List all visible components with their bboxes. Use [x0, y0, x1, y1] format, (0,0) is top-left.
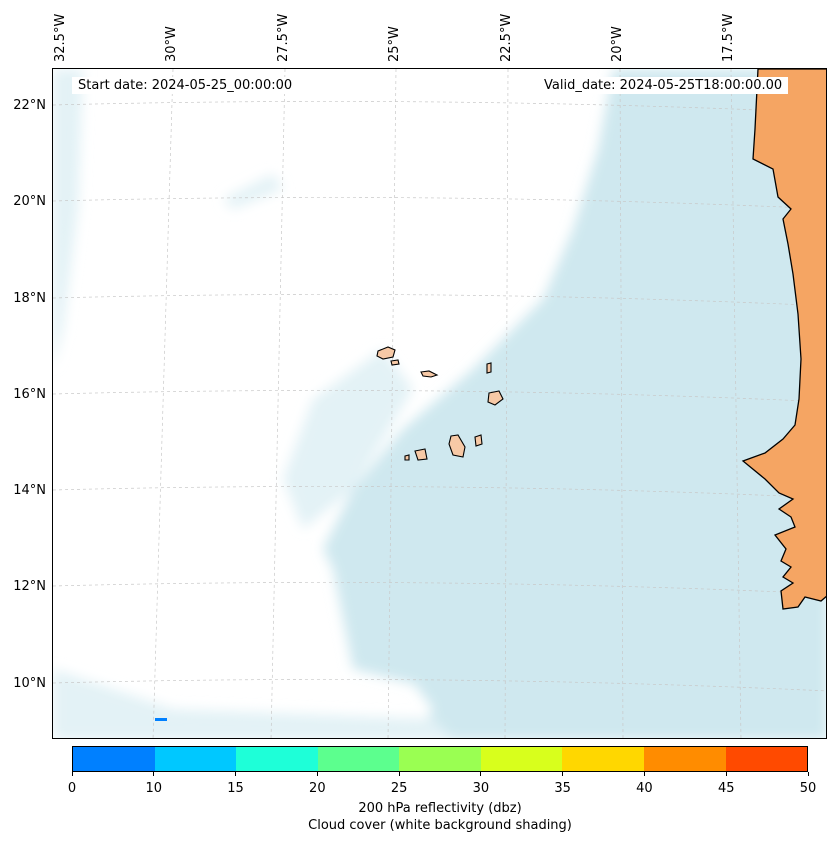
colorbar-segment	[154, 747, 237, 771]
colorbar-tick-mark	[153, 772, 155, 776]
colorbar-segment	[725, 747, 808, 771]
cloud-streak-south	[333, 509, 493, 689]
lat-label-16n: 16°N	[13, 387, 46, 402]
colorbar-segment	[480, 747, 563, 771]
lon-label-25w: 25°W	[387, 26, 402, 62]
graticule	[53, 69, 826, 738]
colorbar-tick-label: 10	[145, 781, 163, 796]
colorbar-tick-label: 40	[636, 781, 653, 796]
colorbar-tick-label: 25	[390, 781, 408, 796]
colorbar-tick-label: 20	[309, 781, 326, 796]
island-sao-vicente	[390, 359, 400, 366]
island-boa-vista	[487, 390, 504, 406]
lon-label-17-5w: 17.5°W	[721, 13, 736, 62]
colorbar-tick-mark	[316, 772, 318, 776]
grid-line-lon-20w	[619, 69, 624, 738]
lat-label-22n: 22°N	[13, 98, 46, 113]
colorbar-label: 200 hPa reflectivity (dbz)	[358, 801, 522, 816]
cloud-band-south	[53, 669, 452, 738]
colorbar-segment	[643, 747, 726, 771]
grid-line-lat-22n	[53, 101, 826, 114]
colorbar-tick-label: 15	[227, 781, 244, 796]
island-brava	[404, 454, 410, 461]
lat-label-12n: 12°N	[13, 579, 46, 594]
lat-label-14n: 14°N	[13, 483, 46, 498]
colorbar-tick-mark	[480, 772, 482, 776]
grid-line-lon-25w	[387, 69, 397, 738]
lon-label-27-5w: 27.5°W	[276, 13, 291, 62]
island-sao-nicolau	[420, 370, 439, 378]
colorbar-tick-label: 30	[472, 781, 490, 796]
lat-label-10n: 10°N	[13, 676, 46, 691]
cloud-cover-layer	[53, 69, 826, 738]
grid-line-lon-30w	[152, 69, 174, 738]
grid-line-lat-20n	[53, 197, 826, 210]
grid-line-lat-16n	[53, 390, 826, 403]
colorbar-tick-label: 50	[799, 781, 817, 796]
grid-line-lat-10n	[53, 679, 826, 692]
island-maio	[474, 434, 483, 447]
cape-verde-islands	[376, 346, 504, 461]
colorbar-tick-mark	[562, 772, 564, 776]
lon-label-32-5w: 32.5°W	[53, 13, 68, 62]
cloud-streak-north	[223, 174, 283, 209]
cloud-streak-center	[283, 349, 413, 529]
colorbar-segment	[562, 747, 644, 771]
colorbar	[72, 746, 808, 772]
colorbar-sublabel: Cloud cover (white background shading)	[308, 818, 572, 833]
lon-label-30w: 30°W	[164, 26, 179, 62]
reflectivity-cell	[155, 718, 167, 721]
colorbar-tick-label: 35	[554, 781, 571, 796]
grid-line-lon-17-5w	[730, 69, 742, 738]
valid-date-label: Valid_date: 2024-05-25T18:00:00.00	[538, 77, 789, 94]
island-fogo	[414, 448, 428, 461]
start-date-label: Start date: 2024-05-25_00:00:00	[72, 77, 299, 94]
map-canvas	[53, 69, 826, 738]
colorbar-segment	[236, 747, 318, 771]
colorbar-tick-mark	[235, 772, 237, 776]
grid-line-lat-14n	[53, 486, 826, 499]
grid-line-lat-12n	[53, 582, 826, 595]
lat-label-20n: 20°N	[13, 194, 46, 209]
grid-line-lon-27-5w	[270, 69, 286, 738]
colorbar-tick-mark	[398, 772, 400, 776]
grid-line-lon-22-5w	[504, 69, 509, 738]
colorbar-tick-label: 0	[67, 781, 77, 796]
colorbar-segment	[399, 747, 481, 771]
colorbar-tick-mark	[71, 772, 73, 776]
island-santo-antao	[376, 346, 396, 360]
colorbar-tick-label: 45	[717, 781, 735, 796]
colorbar-tick-mark	[643, 772, 645, 776]
cloud-band-west	[53, 69, 83, 369]
colorbar-tick-mark	[725, 772, 727, 776]
island-sal	[486, 362, 492, 374]
colorbar-segment	[317, 747, 400, 771]
colorbar-tick-mark	[807, 772, 809, 776]
africa-coast-land	[741, 69, 826, 610]
island-santiago	[448, 434, 466, 458]
lon-label-20w: 20°W	[610, 26, 625, 62]
colorbar-segment	[73, 747, 155, 771]
lon-label-22-5w: 22.5°W	[499, 13, 514, 62]
lat-label-18n: 18°N	[13, 291, 46, 306]
map-panel	[52, 68, 827, 739]
grid-line-lat-18n	[53, 294, 826, 307]
